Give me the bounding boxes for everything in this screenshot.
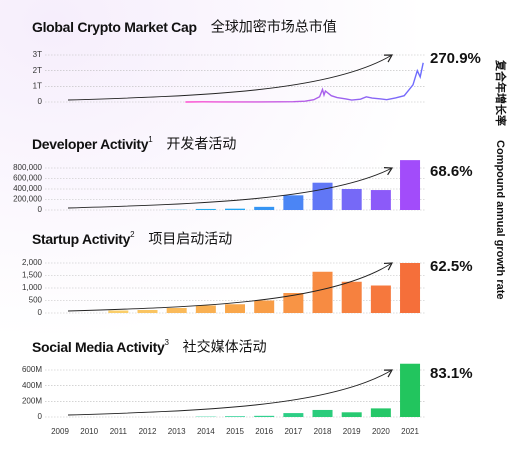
chart-title-cn: 社交媒体活动: [183, 339, 267, 355]
y-tick-label: 1,500: [22, 271, 43, 280]
x-tick-label: 2011: [110, 427, 128, 436]
bar: [312, 409, 333, 417]
x-tick-label: 2012: [139, 427, 157, 436]
y-tick-label: 600,000: [13, 174, 42, 183]
bar: [195, 208, 216, 210]
x-tick-label: 2017: [284, 427, 302, 436]
x-tick-label: 2019: [343, 427, 361, 436]
y-tick-label: 800,000: [13, 163, 42, 172]
bar: [225, 208, 246, 210]
trend-arrow: [67, 54, 394, 101]
bar: [195, 305, 216, 313]
chart-title: Startup Activity2: [32, 230, 135, 247]
growth-rate: 62.5%: [430, 258, 473, 275]
bar: [400, 263, 421, 313]
bar: [341, 412, 362, 417]
x-tick-label: 2016: [255, 427, 273, 436]
chart-title-cn: 开发者活动: [166, 136, 236, 152]
bar: [254, 300, 275, 313]
bar: [370, 285, 391, 313]
title-note: 3: [164, 338, 169, 347]
bar: [166, 308, 187, 313]
y-tick-label: 1T: [33, 81, 42, 90]
y-tick-label: 1,000: [22, 283, 43, 292]
title-text: Social Media Activity: [32, 339, 165, 355]
bar: [370, 190, 391, 210]
x-tick-label: 2018: [314, 427, 332, 436]
bar: [225, 416, 246, 417]
side-label-cn: 复合年增长率: [494, 59, 508, 126]
bar: [254, 206, 275, 210]
chart-title: Social Media Activity3: [32, 338, 169, 355]
growth-rate: 68.6%: [430, 163, 473, 180]
bar: [225, 304, 246, 313]
y-tick-label: 500: [29, 296, 43, 305]
side-label: Compound annual growth rate: [494, 140, 506, 300]
x-tick-label: 2010: [80, 427, 98, 436]
title-text: Developer Activity: [32, 136, 149, 152]
market-cap-line: [185, 62, 424, 103]
x-tick-label: 2013: [168, 427, 186, 436]
title-text: Startup Activity: [32, 231, 131, 247]
title-note: 1: [148, 135, 153, 144]
bar: [283, 195, 304, 210]
y-tick-label: 400M: [22, 381, 42, 390]
bar: [254, 415, 275, 417]
y-tick-label: 0: [38, 97, 43, 106]
bar: [341, 189, 362, 210]
y-tick-label: 200,000: [13, 195, 42, 204]
chart-title-cn: 项目启动活动: [148, 231, 232, 247]
trend-arrow: [67, 167, 394, 209]
side-labels: 复合年增长率 Compound annual growth rate: [494, 59, 508, 300]
bar: [137, 310, 158, 313]
x-tick-label: 2009: [51, 427, 69, 436]
bar: [400, 363, 421, 417]
y-tick-label: 600M: [22, 365, 42, 374]
title-text: Global Crypto Market Cap: [32, 19, 197, 35]
growth-rate: 270.9%: [430, 50, 481, 67]
y-tick-label: 2,000: [22, 258, 43, 267]
bar: [400, 160, 421, 210]
bar: [283, 413, 304, 417]
bar: [341, 281, 362, 313]
trend-arrow: [67, 369, 394, 416]
bar: [312, 182, 333, 210]
y-tick-label: 0: [38, 205, 43, 214]
chart-title: Global Crypto Market Cap: [32, 19, 197, 35]
y-tick-label: 200M: [22, 396, 42, 405]
x-tick-label: 2015: [226, 427, 244, 436]
y-tick-label: 2T: [33, 66, 42, 75]
bar: [283, 293, 304, 313]
title-note: 2: [130, 230, 135, 239]
trend-arrow: [67, 262, 394, 312]
chart-title: Developer Activity1: [32, 135, 153, 152]
y-tick-label: 0: [38, 308, 43, 317]
chart-title-cn: 全球加密市场总市值: [211, 19, 337, 35]
y-tick-label: 3T: [33, 50, 42, 59]
x-tick-label: 2021: [401, 427, 419, 436]
x-tick-label: 2020: [372, 427, 390, 436]
bar: [370, 408, 391, 417]
y-tick-label: 400,000: [13, 184, 42, 193]
bar: [312, 271, 333, 313]
y-tick-label: 0: [38, 412, 43, 421]
x-tick-label: 2014: [197, 427, 215, 436]
growth-rate: 83.1%: [430, 365, 473, 382]
bar: [108, 310, 129, 313]
